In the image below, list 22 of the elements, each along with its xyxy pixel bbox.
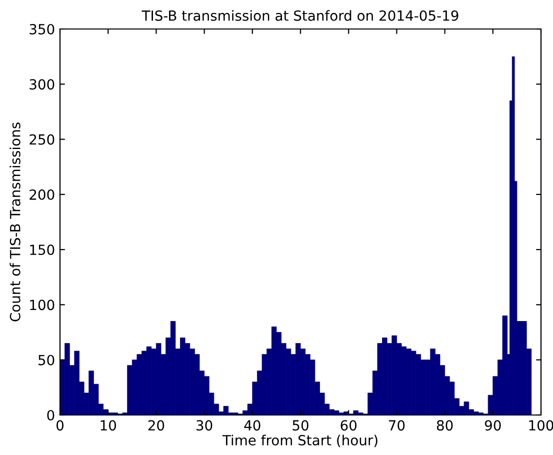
x-tick-label: 90 [484, 420, 501, 431]
x-tick-label: 60 [340, 420, 357, 431]
x-tick-label: 80 [436, 420, 453, 431]
x-tick-label: 30 [196, 420, 212, 431]
y-tick-label: 50 [38, 354, 54, 366]
y-tick-label: 350 [30, 24, 54, 34]
chart-title: TIS-B transmission at Stanford on 2014-05-19 [142, 10, 458, 21]
x-tick-label: 20 [148, 420, 164, 431]
x-tick-label: 0 [56, 420, 64, 431]
y-tick-label: 150 [30, 244, 54, 256]
x-tick-label: 100 [529, 420, 553, 431]
x-tick-label: 50 [292, 420, 308, 431]
x-tick-label: 40 [244, 420, 260, 431]
x-axis-title: Time from Start (hour) [222, 434, 378, 448]
y-tick-label: 0 [47, 410, 54, 420]
y-tick-label: 300 [30, 79, 54, 90]
y-tick-label: 200 [30, 189, 54, 200]
y-tick-label: 250 [30, 134, 54, 145]
x-tick-label: 10 [100, 420, 116, 431]
x-tick-label: 70 [389, 420, 405, 431]
y-axis-title: Count of TIS-B Transmissions [10, 122, 20, 322]
y-tick-label: 100 [30, 300, 54, 310]
